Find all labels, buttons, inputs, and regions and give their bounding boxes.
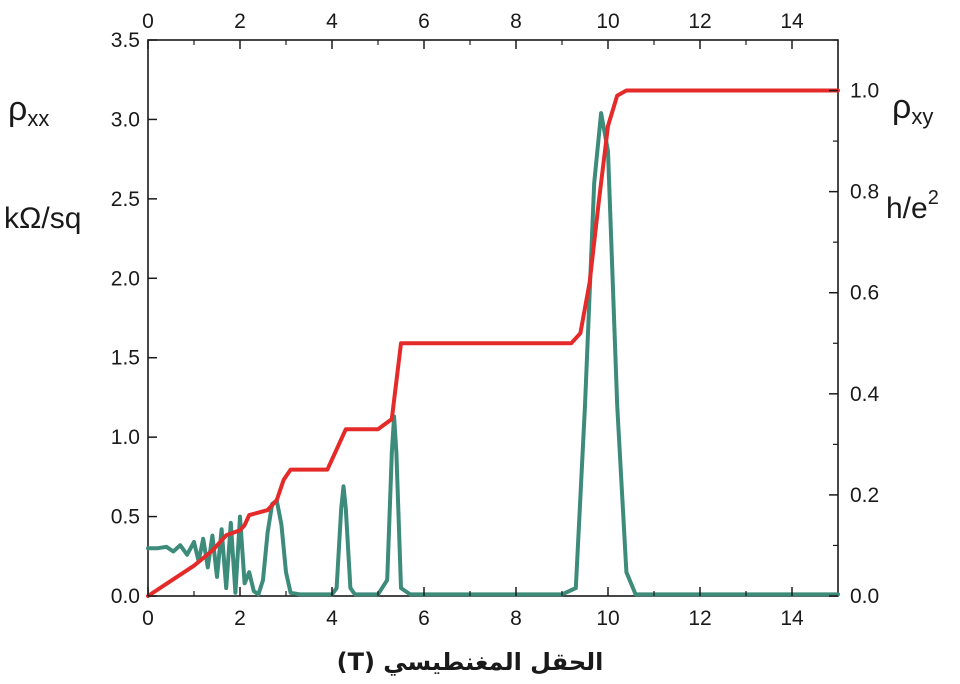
x-tick-label-bottom: 4: [326, 607, 338, 630]
x-tick-label-bottom: 2: [234, 607, 246, 630]
series-group: [146, 88, 840, 598]
left-axis-symbol: ρ: [8, 90, 27, 128]
x-tick-label-bottom: 0: [142, 607, 154, 630]
right-y-tick-label: 1.0: [850, 80, 879, 103]
right-axis-unit-base: h/e: [886, 192, 928, 225]
x-axis-label: الحقل المغنطيسي (T): [337, 648, 604, 676]
right-axis-unit: h/e2: [886, 187, 939, 225]
right-axis-label: ρxy: [892, 88, 933, 129]
x-tick-label-bottom: 10: [596, 607, 619, 630]
x-tick-label-top: 2: [234, 10, 246, 33]
ticks-group: 0 0 2 2 4 4 6 6 8 8 10 10 12 12 14 14 0.0 0.5 1.0 1.5 2.0 2.5…: [111, 10, 880, 630]
right-y-tick-label: 0.4: [850, 383, 880, 406]
x-tick-label-top: 6: [418, 10, 430, 33]
right-y-tick-label: 0.6: [850, 282, 879, 305]
left-y-tick-label: 3.0: [111, 108, 140, 131]
left-axis-subscript: xx: [27, 106, 49, 131]
x-tick-label-top: 4: [326, 10, 338, 33]
right-axis-unit-superscript: 2: [928, 187, 939, 209]
x-tick-label-bottom: 6: [418, 607, 430, 630]
x-tick-label-top: 8: [510, 10, 522, 33]
left-y-tick-label: 0.0: [111, 585, 140, 608]
right-axis-symbol: ρ: [892, 88, 911, 126]
right-axis-subscript: xy: [911, 104, 933, 129]
x-tick-label-top: 10: [596, 10, 619, 33]
left-axis-unit: kΩ/sq: [4, 202, 81, 235]
rho-xy-series-line: [146, 88, 840, 598]
left-y-tick-label: 1.5: [111, 347, 140, 370]
left-y-tick-label: 3.5: [111, 29, 140, 52]
right-y-tick-label: 0.8: [850, 181, 879, 204]
left-y-tick-label: 1.0: [111, 426, 140, 449]
right-y-tick-label: 0.2: [850, 484, 879, 507]
left-y-tick-label: 2.0: [111, 267, 140, 290]
left-axis-label: ρxx: [8, 90, 49, 131]
right-y-tick-label: 0.0: [850, 585, 879, 608]
left-y-tick-label: 0.5: [111, 506, 140, 529]
x-tick-label-bottom: 8: [510, 607, 522, 630]
x-tick-label-bottom: 12: [688, 607, 711, 630]
x-tick-label-bottom: 14: [780, 607, 804, 630]
left-y-tick-label: 2.5: [111, 188, 140, 211]
x-tick-label-top: 14: [780, 10, 804, 33]
rho-xx-series-line: [146, 111, 840, 597]
x-tick-label-top: 12: [688, 10, 711, 33]
x-tick-label-top: 0: [142, 10, 154, 33]
